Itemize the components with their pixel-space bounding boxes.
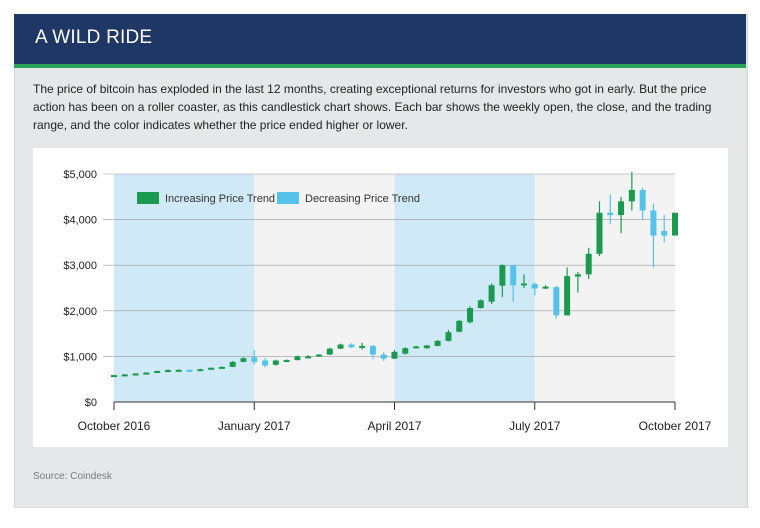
candle-increasing	[121, 374, 128, 377]
candle-increasing	[143, 372, 150, 375]
candle-increasing	[283, 360, 290, 363]
candle-decreasing	[531, 283, 538, 289]
x-tick-label: October 2017	[639, 419, 712, 433]
accent-rule	[14, 64, 746, 68]
candle-increasing	[467, 308, 474, 323]
candle-increasing	[218, 366, 225, 369]
candle-increasing	[175, 369, 182, 372]
y-tick-label: $1,000	[63, 351, 97, 363]
candle-increasing	[456, 320, 463, 332]
candle-increasing	[326, 348, 333, 355]
candle-increasing	[294, 356, 301, 361]
description-text: The price of bitcoin has exploded in the…	[33, 82, 712, 132]
candle-increasing	[240, 358, 247, 362]
candle-increasing	[596, 212, 603, 254]
candle-decreasing	[348, 344, 355, 348]
y-tick-label: $3,000	[63, 260, 97, 272]
legend-swatch-decreasing	[277, 192, 299, 204]
header-bar: A WILD RIDE	[14, 14, 746, 64]
candle-decreasing	[262, 360, 269, 366]
page-title: A WILD RIDE	[35, 27, 153, 48]
chart-panel: $0 $1,000 $2,000 $3,000 $4,000 $5,000 October …	[33, 148, 728, 447]
candle-decreasing	[380, 354, 387, 359]
candle-increasing	[413, 346, 420, 349]
y-tick-label: $0	[85, 397, 97, 409]
candle-decreasing	[510, 265, 517, 286]
candle-increasing	[208, 367, 215, 370]
candle-increasing	[520, 283, 527, 286]
legend-label: Increasing Price Trend	[165, 193, 275, 205]
candle-increasing	[564, 276, 571, 316]
candle-decreasing	[369, 345, 376, 355]
plain-period-0	[254, 174, 395, 402]
candle-increasing	[164, 370, 171, 373]
candle-increasing	[423, 345, 430, 349]
x-tick-label: January 2017	[218, 419, 291, 433]
candle-increasing	[391, 351, 398, 359]
x-tick-label: July 2017	[509, 419, 561, 433]
candle-increasing	[359, 345, 366, 348]
candle-increasing	[618, 201, 625, 216]
candle-increasing	[111, 375, 117, 378]
y-tick-label: $5,000	[63, 169, 97, 181]
shaded-period-0	[114, 174, 255, 402]
candle-decreasing	[661, 231, 668, 236]
candle-increasing	[542, 286, 549, 289]
candle-increasing	[132, 373, 139, 376]
x-tick-label: October 2016	[78, 419, 151, 433]
candle-increasing	[197, 369, 204, 372]
candle-decreasing	[639, 189, 646, 211]
candle-increasing	[477, 300, 484, 309]
candle-increasing	[272, 360, 279, 365]
candle-increasing	[305, 356, 312, 359]
candle-increasing	[585, 253, 592, 275]
candle-decreasing	[251, 357, 258, 362]
candle-increasing	[445, 332, 452, 341]
candle-decreasing	[650, 210, 657, 236]
candle-increasing	[315, 354, 322, 357]
legend-label: Decreasing Price Trend	[305, 193, 420, 205]
candle-increasing	[402, 348, 409, 354]
candle-decreasing	[553, 287, 560, 316]
candlestick-chart: $0 $1,000 $2,000 $3,000 $4,000 $5,000 October …	[63, 169, 712, 433]
candle-increasing	[499, 265, 506, 286]
candle-decreasing	[607, 212, 614, 216]
candle-increasing	[434, 340, 441, 346]
y-tick-label: $4,000	[63, 215, 97, 227]
candle-increasing	[154, 370, 161, 373]
candle-increasing	[488, 285, 495, 302]
source-note: Source: Coindesk	[33, 471, 112, 482]
candle-decreasing	[186, 369, 193, 372]
candle-increasing	[672, 212, 678, 236]
candle-increasing	[628, 189, 635, 202]
candle-increasing	[229, 361, 236, 367]
candle-increasing	[337, 344, 344, 349]
shaded-period-1	[394, 174, 535, 402]
legend-swatch-increasing	[137, 192, 159, 204]
candle-increasing	[574, 274, 581, 277]
x-tick-label: April 2017	[367, 419, 421, 433]
y-tick-label: $2,000	[63, 306, 97, 318]
